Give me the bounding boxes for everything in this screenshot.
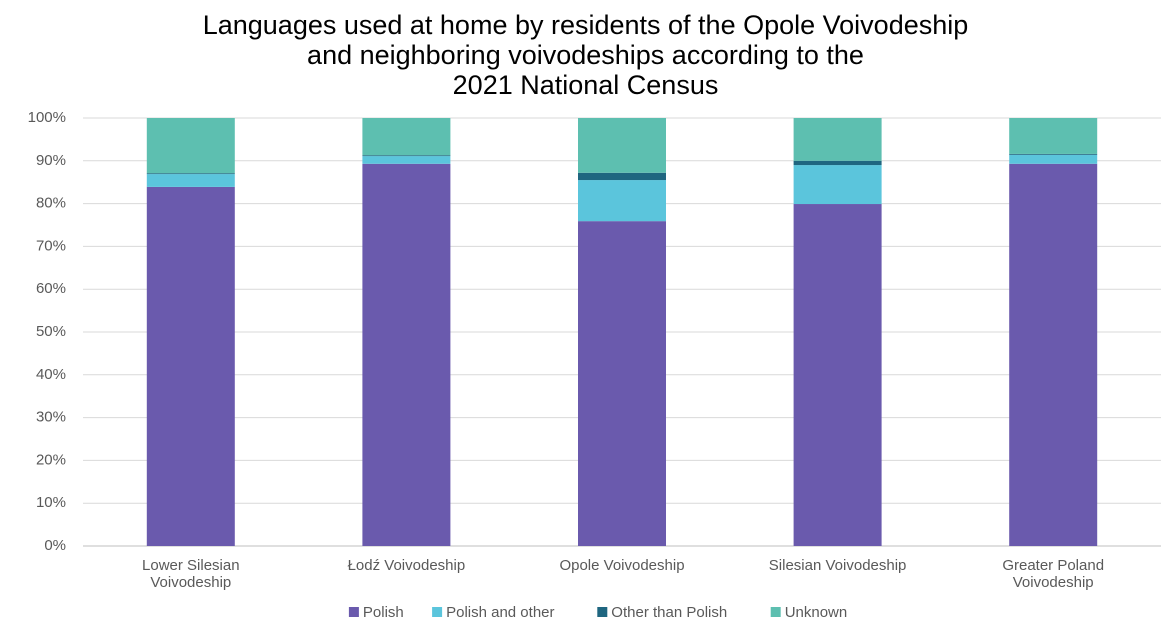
y-tick-label: 90% xyxy=(36,152,66,169)
bar-segment xyxy=(1009,154,1098,164)
bar-segment xyxy=(146,174,235,187)
chart-title: Languages used at home by residents of t… xyxy=(202,10,969,100)
bar-segment xyxy=(146,118,235,174)
bar-segment xyxy=(362,156,451,164)
bar-segment xyxy=(578,172,666,181)
x-tick-label: Opole Voivodeship xyxy=(559,557,685,574)
bar-segment xyxy=(362,155,451,157)
y-tick-label: 100% xyxy=(28,109,66,126)
y-tick-label: 30% xyxy=(36,409,66,426)
bar-segment xyxy=(362,163,451,546)
bar-segment xyxy=(578,180,666,222)
bar-segment xyxy=(793,204,882,546)
legend-label: Other than Polish xyxy=(611,604,727,621)
bar-segment xyxy=(1009,118,1098,154)
y-tick-label: 0% xyxy=(44,537,66,554)
bar-segment xyxy=(578,221,666,546)
bar-segment xyxy=(793,160,882,166)
y-tick-label: 70% xyxy=(36,237,66,254)
bar-segment xyxy=(146,186,235,546)
y-tick-label: 10% xyxy=(36,494,66,511)
bar-segment xyxy=(578,118,666,173)
y-tick-label: 20% xyxy=(36,451,66,468)
bar-segment xyxy=(1009,163,1098,546)
bar-segment xyxy=(146,173,235,175)
legend-swatch xyxy=(348,607,359,617)
legend-label: Polish xyxy=(363,604,404,621)
legend-label: Unknown xyxy=(785,604,848,621)
x-tick-label: Łodź Voivodeship xyxy=(347,557,466,574)
legend-swatch xyxy=(770,607,781,617)
legend-swatch xyxy=(432,607,443,617)
bar-segment xyxy=(793,165,882,205)
x-tick-label: Lower Silesian Voivodeship xyxy=(142,557,240,591)
y-tick-label: 40% xyxy=(36,366,66,383)
bar-segment xyxy=(362,118,451,156)
x-tick-label: Greater Poland Voivodeship xyxy=(1002,557,1105,591)
y-tick-label: 80% xyxy=(36,195,66,212)
y-tick-label: 60% xyxy=(36,280,66,297)
bar-segment xyxy=(793,118,882,161)
x-tick-label: Silesian Voivodeship xyxy=(768,557,907,574)
y-tick-label: 50% xyxy=(36,323,66,340)
legend-label: Polish and other xyxy=(446,604,554,621)
bar-segment xyxy=(1009,153,1098,155)
legend-swatch xyxy=(597,607,608,617)
